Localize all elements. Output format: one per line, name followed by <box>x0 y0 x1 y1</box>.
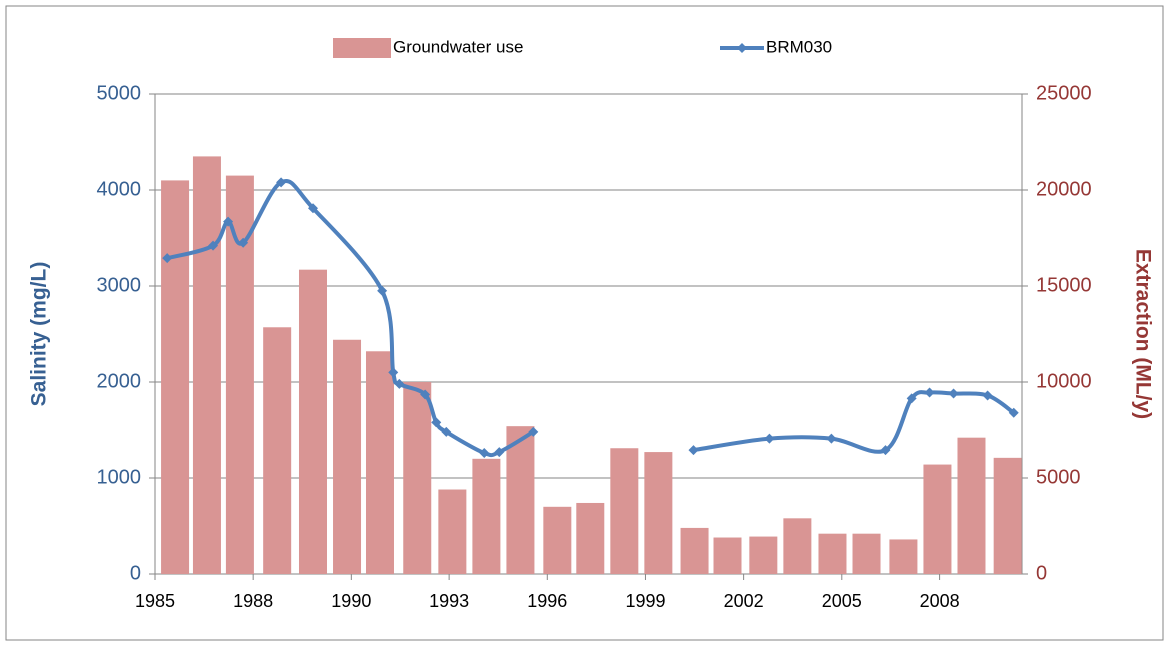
marker <box>479 448 490 459</box>
marker <box>494 447 505 458</box>
bar <box>818 533 847 574</box>
legend-marker <box>737 43 747 53</box>
marker <box>880 445 891 456</box>
bar <box>957 437 986 574</box>
marker <box>431 417 442 428</box>
y-tick-label: 3000 <box>97 274 142 296</box>
marker <box>924 387 935 398</box>
bar <box>263 327 292 574</box>
y2-axis-label: Extraction (ML/y) <box>1131 249 1154 419</box>
marker <box>276 177 287 188</box>
marker <box>394 378 405 389</box>
bar <box>161 180 190 574</box>
bar <box>333 339 362 574</box>
marker <box>388 367 399 378</box>
bar <box>365 351 394 574</box>
bar <box>680 527 709 574</box>
bar <box>192 156 221 574</box>
marker <box>208 240 219 251</box>
legend-label: BRM030 <box>766 37 832 56</box>
marker <box>377 285 388 296</box>
marker <box>1008 407 1019 418</box>
bar <box>713 537 742 574</box>
x-tick-label: 2008 <box>920 591 960 611</box>
y2-tick-label: 20000 <box>1036 178 1092 200</box>
bar <box>472 458 501 574</box>
bar <box>993 457 1022 574</box>
y-tick-label: 2000 <box>97 370 142 392</box>
y-tick-label: 0 <box>130 562 141 584</box>
x-tick-label: 2002 <box>724 591 764 611</box>
marker <box>826 433 837 444</box>
y2-tick-label: 5000 <box>1036 466 1081 488</box>
y-tick-label: 4000 <box>97 178 142 200</box>
marker <box>223 216 234 227</box>
marker <box>982 390 993 401</box>
bar <box>298 269 327 574</box>
legend-label: Groundwater use <box>393 37 523 56</box>
marker <box>948 388 959 399</box>
bar <box>749 536 778 574</box>
bar <box>783 518 812 574</box>
y2-tick-label: 10000 <box>1036 370 1092 392</box>
marker <box>906 393 917 404</box>
x-tick-label: 1990 <box>331 591 371 611</box>
bar <box>889 539 918 574</box>
bar <box>852 533 881 574</box>
y2-tick-label: 0 <box>1036 562 1047 584</box>
marker <box>307 203 318 214</box>
marker <box>162 253 173 264</box>
bar <box>610 448 639 574</box>
bar <box>506 426 535 574</box>
marker <box>441 426 452 437</box>
y-tick-label: 5000 <box>97 82 142 104</box>
marker <box>764 433 775 444</box>
bar <box>438 489 467 574</box>
bar <box>644 452 673 574</box>
y2-tick-label: 25000 <box>1036 82 1092 104</box>
x-tick-label: 1988 <box>233 591 273 611</box>
x-tick-label: 1999 <box>625 591 665 611</box>
x-tick-label: 1993 <box>429 591 469 611</box>
x-tick-label: 1985 <box>135 591 175 611</box>
y2-tick-label: 15000 <box>1036 274 1092 296</box>
marker <box>688 445 699 456</box>
marker <box>528 426 539 437</box>
marker <box>420 389 431 400</box>
bar <box>543 506 572 574</box>
bar <box>576 502 605 574</box>
y-tick-label: 1000 <box>97 466 142 488</box>
bar <box>923 464 952 574</box>
legend-swatch <box>333 38 391 58</box>
y-axis-label: Salinity (mg/L) <box>28 262 51 407</box>
bar <box>403 382 432 574</box>
marker <box>238 237 249 248</box>
x-tick-label: 1996 <box>527 591 567 611</box>
x-tick-label: 2005 <box>822 591 862 611</box>
